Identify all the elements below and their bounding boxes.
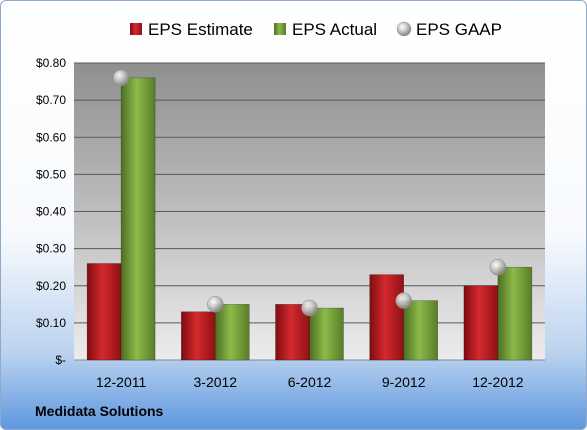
bar-eps-estimate	[463, 285, 499, 361]
marker-eps-gaap	[489, 258, 507, 276]
y-tick-label: $0.50	[36, 167, 66, 181]
y-tick-label: $0.30	[36, 242, 66, 256]
y-tick-label: $0.70	[36, 93, 66, 107]
company-name: Medidata Solutions	[35, 403, 164, 419]
x-tick-label: 12-2011	[96, 374, 147, 390]
bar-eps-estimate	[86, 263, 122, 361]
y-tick-label: $0.80	[36, 56, 66, 70]
y-tick-label: $0.20	[36, 279, 66, 293]
x-tick-label: 9-2012	[382, 374, 426, 390]
bar-eps-estimate	[369, 274, 405, 361]
bar-eps-actual	[120, 77, 156, 361]
legend-swatch-eps-estimate	[130, 23, 142, 35]
marker-eps-gaap	[301, 299, 318, 317]
marker-eps-gaap	[112, 69, 130, 87]
x-tick-label: 3-2012	[194, 374, 238, 390]
legend-swatch-eps-actual	[274, 23, 286, 35]
y-tick-label: $0.40	[36, 205, 66, 219]
bar-eps-actual	[497, 266, 533, 361]
marker-eps-gaap	[395, 292, 412, 309]
legend-label-eps-estimate: EPS Estimate	[148, 20, 253, 39]
x-tick-label: 12-2012	[472, 374, 524, 390]
y-tick-label: $0.10	[36, 316, 66, 330]
marker-eps-gaap	[207, 296, 224, 313]
bar-eps-actual	[215, 304, 250, 361]
bar-eps-actual	[403, 300, 439, 361]
legend-label-eps-actual: EPS Actual	[292, 20, 377, 39]
y-tick-label: $0.60	[36, 130, 66, 144]
y-tick-label: $-	[55, 353, 66, 367]
legend-label-eps-gaap: EPS GAAP	[416, 20, 502, 39]
x-tick-label: 6-2012	[288, 374, 332, 390]
legend-swatch-eps-gaap	[396, 21, 412, 37]
bar-eps-actual	[309, 307, 344, 361]
bar-eps-estimate	[181, 311, 216, 361]
